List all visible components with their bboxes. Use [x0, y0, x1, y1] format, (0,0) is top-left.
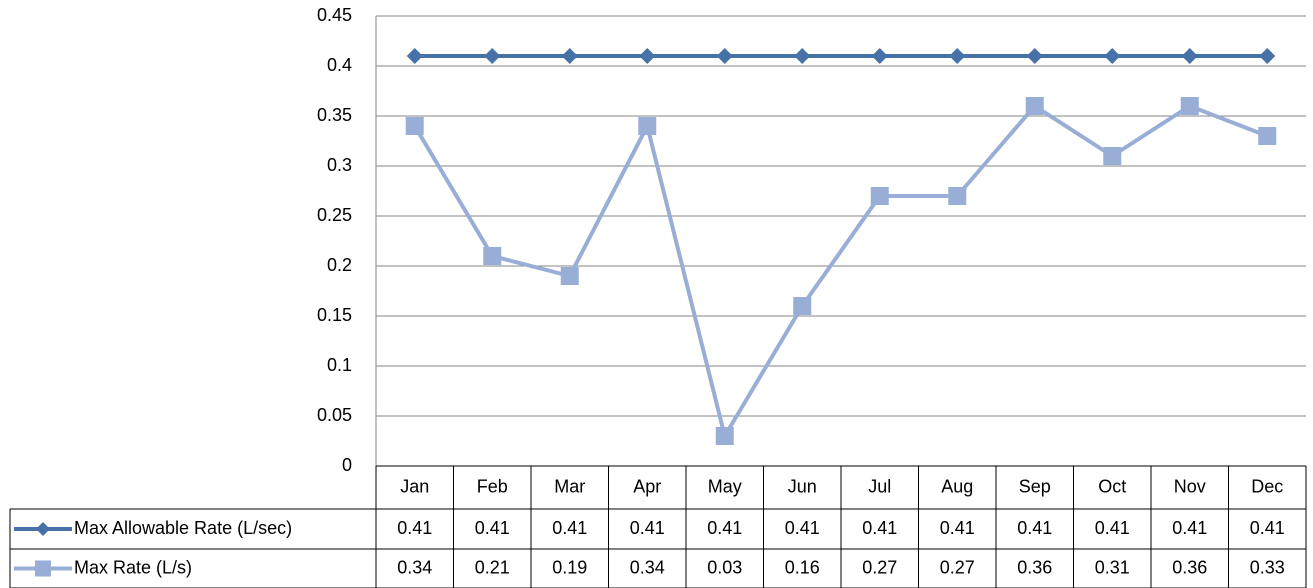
y-tick-label: 0.15	[317, 305, 352, 325]
table-value: 0.31	[1095, 557, 1130, 577]
point-marker	[561, 48, 578, 64]
table-value: 0.36	[1017, 557, 1052, 577]
y-tick-label: 0.35	[317, 105, 352, 125]
x-tick-label: Mar	[554, 476, 585, 496]
x-tick-label: Jan	[400, 476, 429, 496]
point-marker	[715, 427, 734, 445]
y-tick-label: 0.3	[327, 155, 352, 175]
x-tick-label: Apr	[633, 476, 661, 496]
x-tick-label: Feb	[477, 476, 508, 496]
table-value: 0.41	[1017, 518, 1052, 538]
point-marker	[483, 247, 502, 265]
point-marker	[949, 48, 966, 64]
table-value: 0.19	[552, 557, 587, 577]
table-value: 0.33	[1250, 557, 1285, 577]
point-marker	[716, 48, 733, 64]
legend-marker	[35, 560, 51, 577]
y-tick-label: 0.05	[317, 405, 352, 425]
table-value: 0.41	[1172, 518, 1207, 538]
table-value: 0.41	[630, 518, 665, 538]
legend-label: Max Rate (L/s)	[74, 557, 192, 577]
point-marker	[1258, 127, 1277, 145]
table-value: 0.36	[1172, 557, 1207, 577]
point-marker	[560, 267, 579, 285]
y-tick-label: 0.45	[317, 5, 352, 25]
point-marker	[638, 117, 657, 135]
point-marker	[1180, 97, 1199, 115]
legend-label: Max Allowable Rate (L/sec)	[74, 518, 292, 538]
table-value: 0.41	[862, 518, 897, 538]
point-marker	[484, 48, 501, 64]
point-marker	[405, 117, 424, 135]
point-marker	[1259, 48, 1276, 64]
table-value: 0.41	[1095, 518, 1130, 538]
point-marker	[1181, 48, 1198, 64]
point-marker	[1025, 97, 1044, 115]
y-tick-label: 0	[342, 455, 352, 475]
x-tick-label: May	[708, 476, 742, 496]
table-value: 0.21	[475, 557, 510, 577]
table-value: 0.34	[630, 557, 665, 577]
table-value: 0.27	[862, 557, 897, 577]
point-marker	[793, 297, 812, 315]
point-marker	[639, 48, 656, 64]
y-tick-label: 0.2	[327, 255, 352, 275]
point-marker	[794, 48, 811, 64]
x-tick-label: Nov	[1174, 476, 1206, 496]
table-value: 0.41	[475, 518, 510, 538]
x-tick-label: Jul	[868, 476, 891, 496]
y-tick-label: 0.4	[327, 55, 352, 75]
x-tick-label: Dec	[1251, 476, 1283, 496]
point-marker	[406, 48, 423, 64]
table-value: 0.16	[785, 557, 820, 577]
table-value: 0.34	[397, 557, 432, 577]
y-tick-label: 0.25	[317, 205, 352, 225]
point-marker	[1026, 48, 1043, 64]
table-value: 0.27	[940, 557, 975, 577]
x-tick-label: Sep	[1019, 476, 1051, 496]
legend-marker	[36, 522, 50, 536]
table-value: 0.41	[785, 518, 820, 538]
point-marker	[1103, 147, 1122, 165]
x-tick-label: Aug	[941, 476, 973, 496]
x-tick-label: Oct	[1098, 476, 1126, 496]
point-marker	[948, 187, 967, 205]
table-value: 0.41	[397, 518, 432, 538]
table-value: 0.41	[552, 518, 587, 538]
x-tick-label: Jun	[788, 476, 817, 496]
table-value: 0.41	[940, 518, 975, 538]
table-value: 0.41	[1250, 518, 1285, 538]
point-marker	[871, 48, 888, 64]
table-value: 0.03	[707, 557, 742, 577]
series-line	[413, 104, 1268, 438]
point-marker	[1104, 48, 1121, 64]
table-value: 0.41	[707, 518, 742, 538]
point-marker	[870, 187, 889, 205]
y-tick-label: 0.1	[327, 355, 352, 375]
